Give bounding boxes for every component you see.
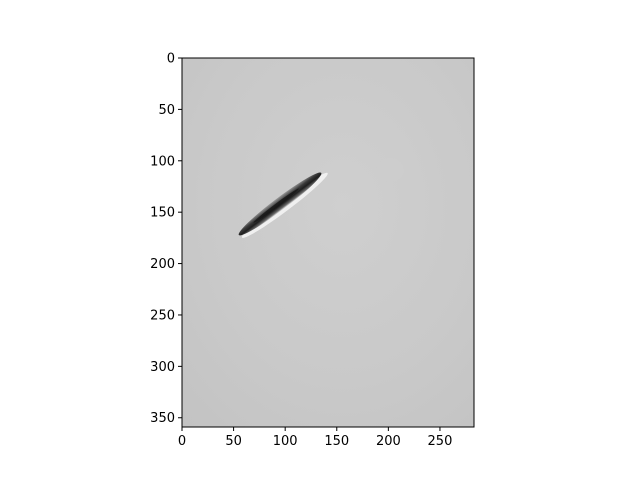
- x-tick-label: 100: [273, 434, 298, 449]
- x-tick-label: 250: [428, 434, 453, 449]
- y-tick-label: 300: [150, 360, 175, 375]
- axes-frame: [181, 57, 475, 428]
- rod-object: [238, 172, 328, 238]
- rod-core: [253, 188, 299, 223]
- y-tick-label: 50: [158, 103, 175, 118]
- image-area: [182, 58, 474, 427]
- image-background: [182, 58, 474, 427]
- y-tick-label: 350: [150, 411, 175, 426]
- x-axis: 0 50 100 150 200 250: [178, 427, 453, 449]
- x-tick-label: 0: [178, 434, 186, 449]
- y-axis: 0 50 100 150 200 250 300 350: [150, 52, 182, 426]
- x-tick-label: 200: [376, 434, 401, 449]
- y-tick-label: 0: [167, 52, 175, 67]
- x-tick-label: 150: [324, 434, 349, 449]
- y-tick-label: 250: [150, 308, 175, 323]
- y-tick-label: 200: [150, 257, 175, 272]
- x-tick-label: 50: [225, 434, 242, 449]
- y-tick-label: 150: [150, 206, 175, 221]
- background-blob: [376, 158, 404, 182]
- y-tick-label: 100: [150, 154, 175, 169]
